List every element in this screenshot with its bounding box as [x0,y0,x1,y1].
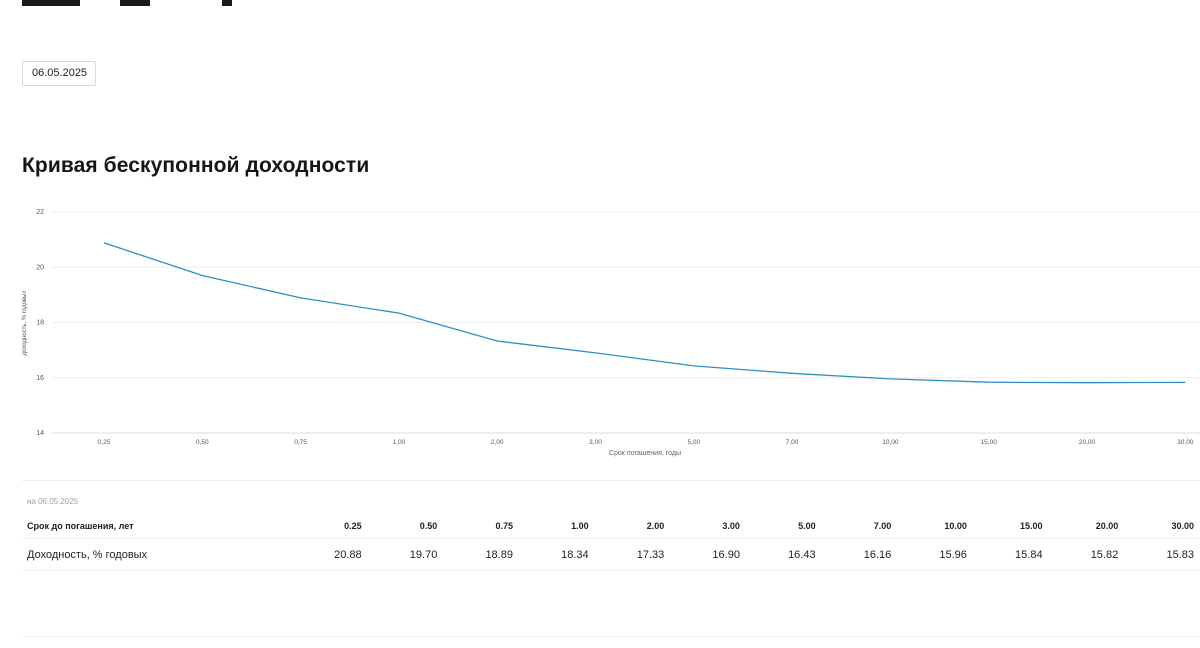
y-tick-label: 16 [36,375,44,382]
table-cell-yield: 18.34 [518,538,595,571]
x-tick-label: 3,00 [589,439,602,446]
x-tick-label: 10,00 [882,439,899,446]
table-row: Доходность, % годовых 20.88 19.70 18.89 18.… [22,538,1200,571]
x-tick-label: 1,00 [393,439,406,446]
x-tick-label: 15,00 [981,439,998,446]
y-tick-label: 20 [36,264,44,271]
table-cell-yield: 16.16 [821,538,898,571]
table-cell-yield: 16.43 [745,538,822,571]
x-axis-label: Срок погашения, годы [609,450,681,457]
table-header-term: 5.00 [798,521,816,531]
x-tick-label: 7,00 [786,439,799,446]
table-header-term: 20.00 [1095,521,1119,531]
table-header-term: 15.00 [1020,521,1043,531]
y-tick-label: 18 [36,320,44,327]
y-axis-label: доходность, % годовых [22,291,28,356]
table-date-note: на 06.05.2025 [27,497,79,506]
date-input[interactable]: 06.05.2025 [22,61,96,86]
yield-curve-chart: 14 16 18 20 22 0,25 0,50 0,75 1,00 2,00 3,00 5,00 7… [22,209,1200,457]
table-cell-yield: 15.82 [1048,538,1125,571]
yield-curve-line [103,242,1186,384]
x-tick-label: 0,75 [294,439,307,446]
table-header-term: 0.75 [495,521,513,531]
table-row-label: Доходность, % годовых [22,538,292,571]
x-tick-label: 20,00 [1079,439,1096,446]
table-header-term: 7.00 [873,521,892,531]
x-tick-label: 30,00 [1177,439,1194,446]
table-header-label: Срок до погашения, лет [27,521,134,531]
table-header-term: 0.50 [419,521,438,531]
y-tick-label: 14 [36,430,44,437]
table-header-row: Срок до погашения, лет 0.25 0.50 0.75 1.00 2… [22,514,1200,539]
table-cell-yield: 15.84 [972,538,1049,571]
table-header-term: 1.00 [571,521,589,531]
x-tick-label: 0,50 [196,439,209,446]
table-cell-yield: 15.96 [897,538,973,571]
y-axis-ticks: 14 16 18 20 22 [36,209,44,437]
table-cell-yield: 17.33 [594,538,671,571]
divider [22,636,1200,637]
divider [22,480,1200,481]
table-cell-yield: 20.88 [292,538,368,571]
table-cell-yield: 18.89 [443,538,519,571]
table-header-term: 3.00 [722,521,740,531]
table-header-term: 30.00 [1171,521,1194,531]
grid-lines [52,211,1200,434]
x-axis-ticks: 0,25 0,50 0,75 1,00 2,00 3,00 5,00 7,00 10,00 15,… [98,439,1194,446]
cut-off-heading [22,0,232,6]
table-cell-yield: 16.90 [670,538,746,571]
x-tick-label: 0,25 [98,439,111,446]
x-tick-label: 5,00 [687,439,700,446]
yield-table: Срок до погашения, лет 0.25 0.50 0.75 1.00 2… [22,514,1200,571]
page-title: Кривая бескупонной доходности [22,154,370,177]
table-header-term: 0.25 [344,521,362,531]
table-header-term: 10.00 [944,521,967,531]
y-tick-label: 22 [36,209,44,216]
x-tick-label: 2,00 [491,439,504,446]
table-cell-yield: 15.83 [1124,538,1200,571]
table-cell-yield: 19.70 [367,538,444,571]
table-header-term: 2.00 [646,521,665,531]
